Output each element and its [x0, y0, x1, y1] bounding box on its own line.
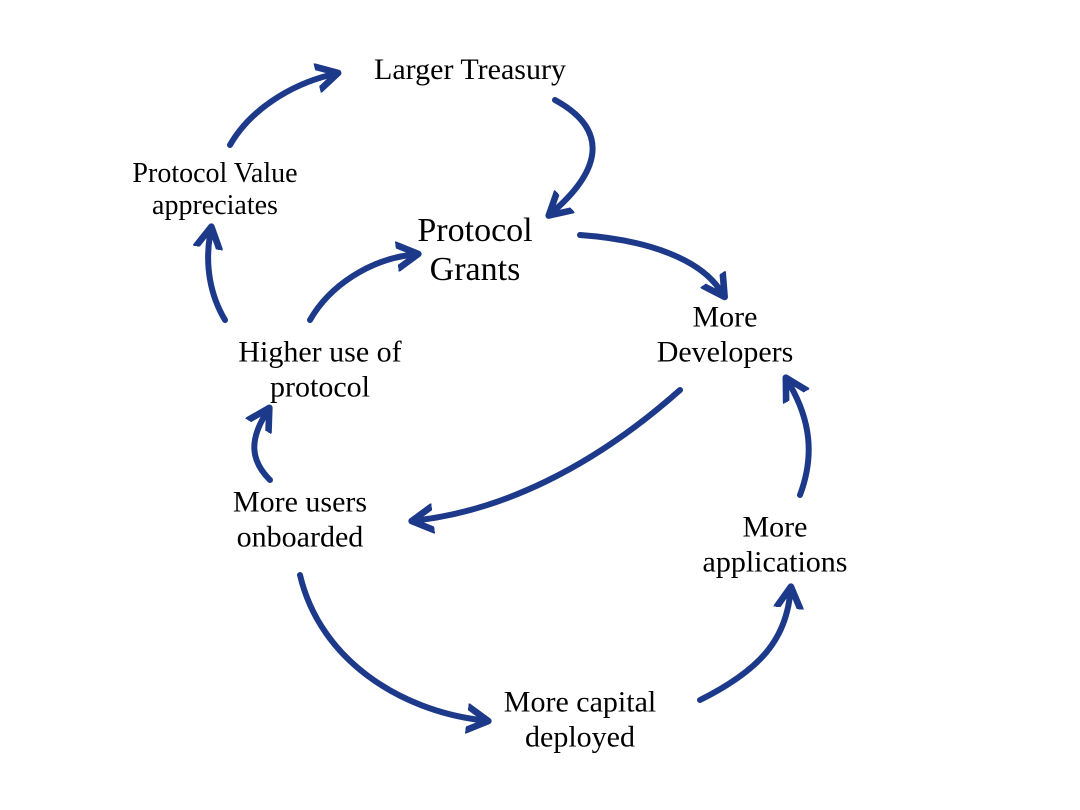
node-more-capital: More capital deployed [504, 686, 656, 755]
edge-more-users-to-higher-use [254, 415, 270, 480]
edge-more-capital-to-more-applications [700, 595, 790, 700]
edge-more-applications-to-more-developers [790, 385, 809, 495]
node-more-applications: More applications [703, 511, 848, 580]
edge-more-developers-to-more-users [420, 390, 680, 520]
edge-higher-use-to-protocol-value [208, 235, 225, 320]
node-more-developers: More Developers [657, 301, 794, 370]
edge-protocol-value-to-larger-treasury [230, 75, 330, 145]
flywheel-diagram: Larger Treasury Protocol Value appreciate… [0, 0, 1080, 810]
node-protocol-grants: Protocol Grants [417, 211, 532, 289]
edge-more-users-to-more-capital [300, 575, 480, 720]
edge-protocol-grants-to-more-developers [580, 235, 720, 290]
node-larger-treasury: Larger Treasury [374, 53, 566, 88]
node-more-users: More users onboarded [233, 486, 367, 555]
node-higher-use: Higher use of protocol [238, 336, 401, 405]
node-protocol-value: Protocol Value appreciates [132, 158, 297, 222]
edge-larger-treasury-to-protocol-grants [555, 100, 593, 210]
edge-higher-use-to-protocol-grants [310, 255, 410, 320]
